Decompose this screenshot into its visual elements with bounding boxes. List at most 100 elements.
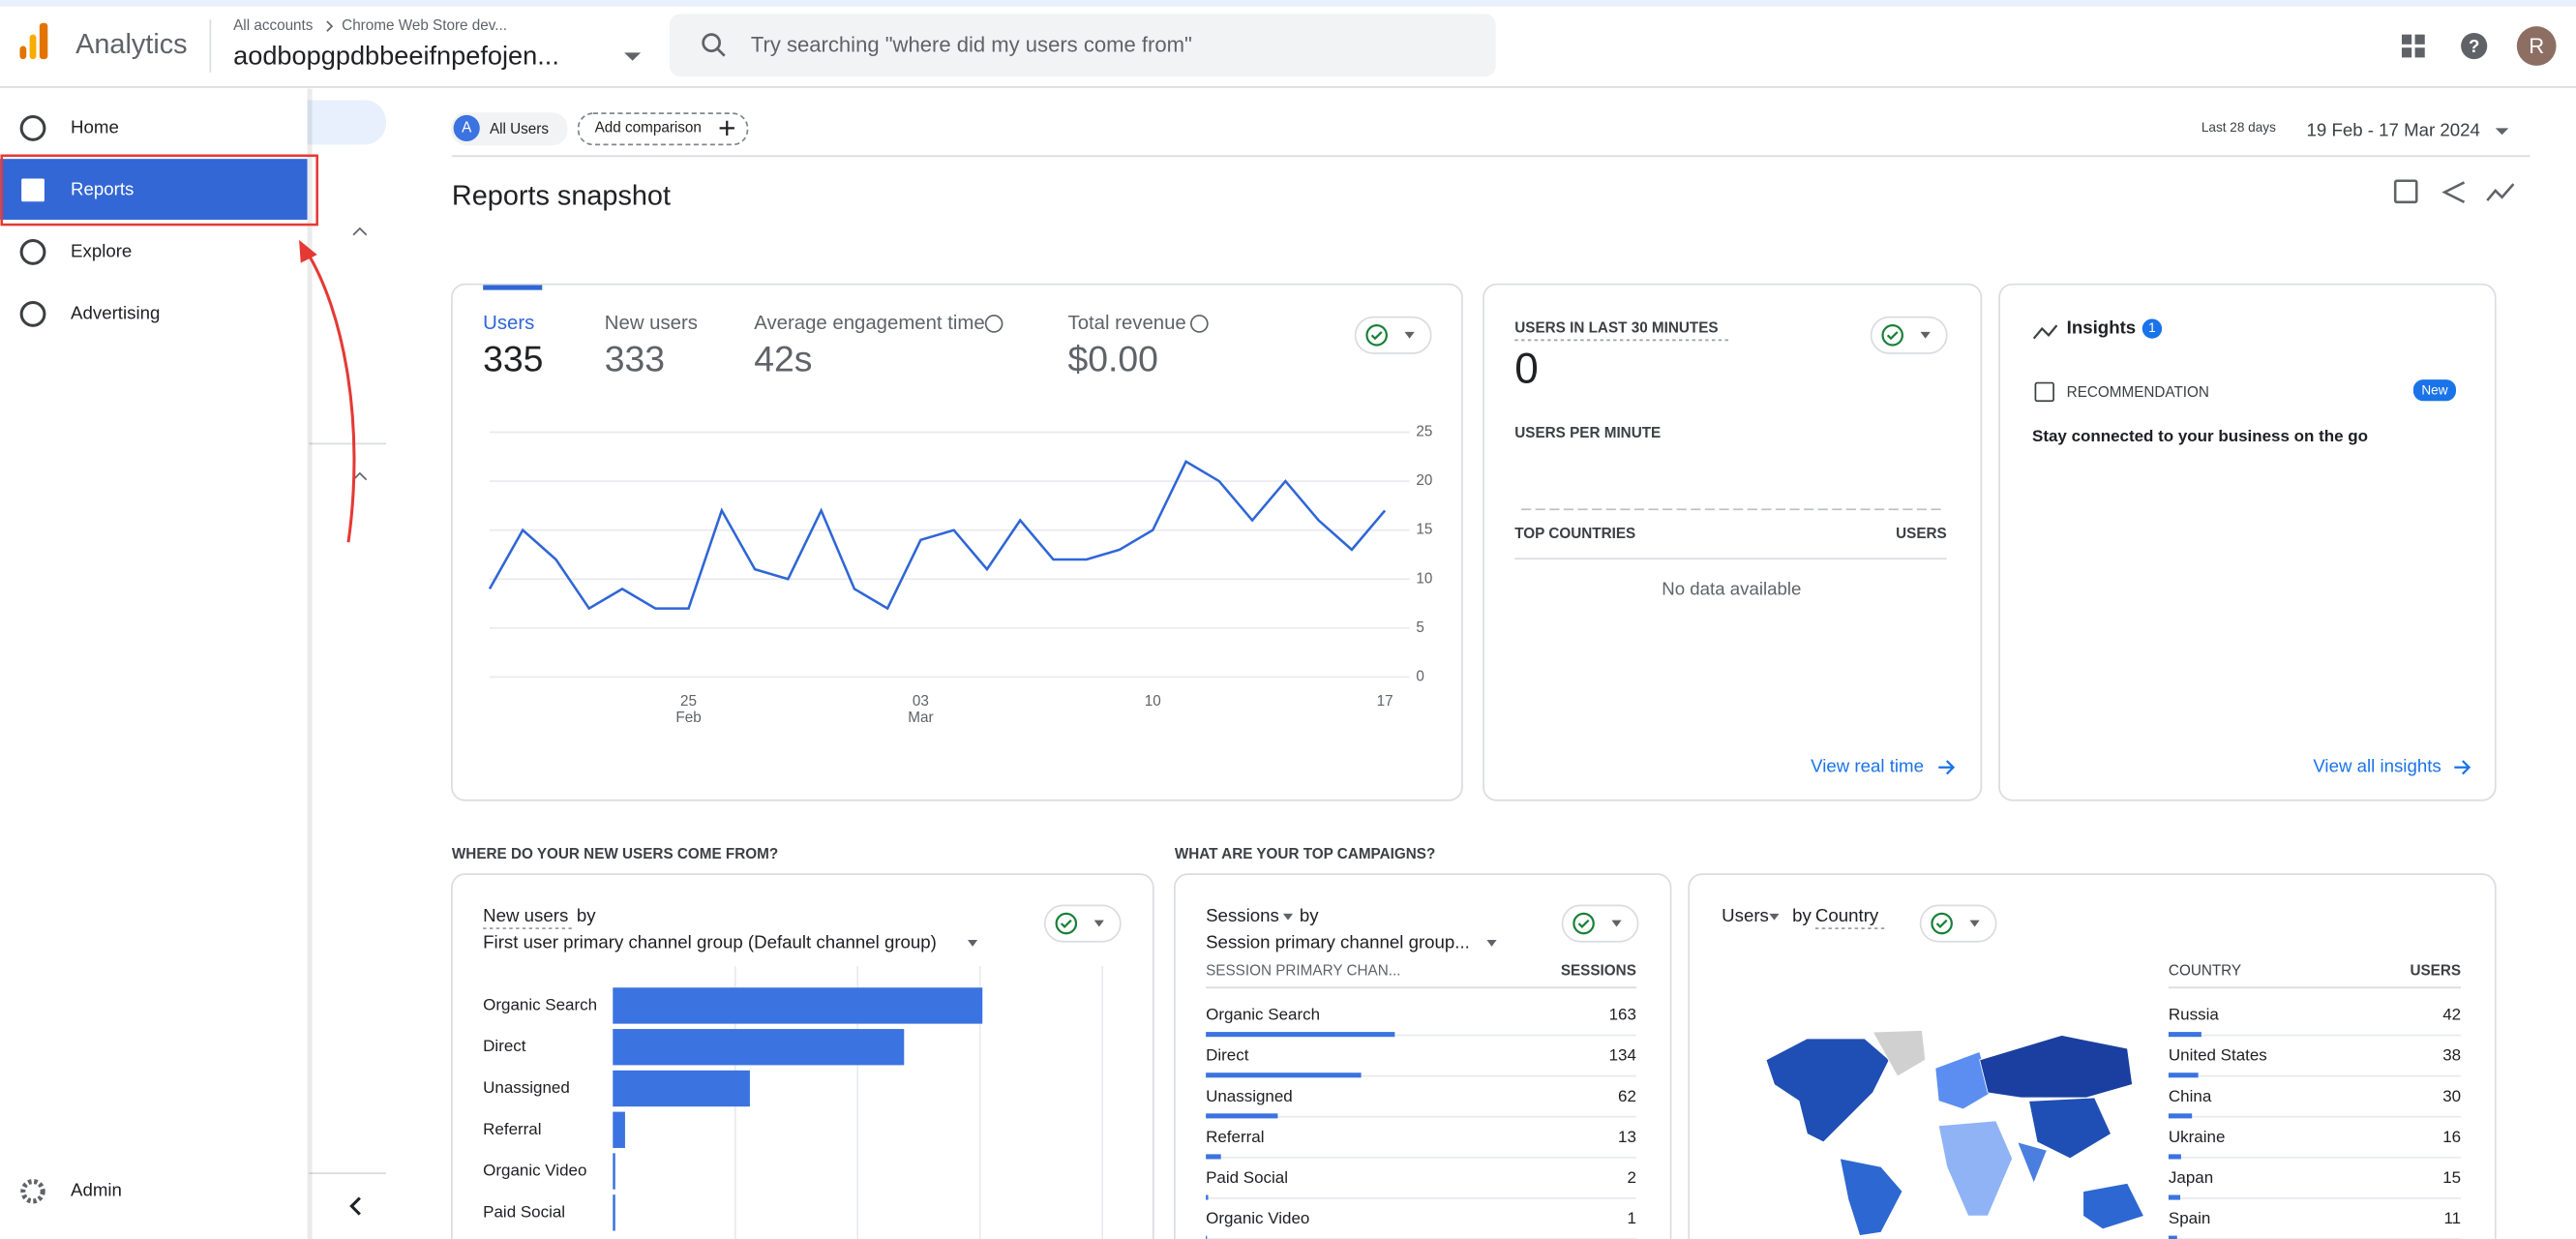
section-heading: WHERE DO YOUR NEW USERS COME FROM? — [452, 846, 778, 862]
row-label: Spain — [2169, 1209, 2210, 1227]
row-value: 11 — [2443, 1209, 2461, 1227]
logo-bar — [19, 46, 26, 60]
row-value: 2 — [1627, 1168, 1635, 1187]
nav-item[interactable]: Admin — [71, 1180, 122, 1200]
nav-selected[interactable] — [0, 159, 307, 220]
apps-icon[interactable] — [2415, 47, 2425, 57]
metric-selector[interactable]: Sessions — [1206, 905, 1279, 925]
metric-selector[interactable]: New users — [483, 905, 568, 925]
metric-value: 42s — [754, 338, 812, 378]
y-tick-label: 0 — [1416, 668, 1424, 684]
collapse-chevron[interactable] — [351, 1198, 359, 1215]
metric-label[interactable]: New users — [605, 313, 698, 334]
dimension-selector[interactable]: Session primary channel group... — [1206, 931, 1470, 952]
section-heading: WHAT ARE YOUR TOP CAMPAIGNS? — [1175, 846, 1435, 862]
bar-category: Organic Search — [483, 995, 597, 1013]
customize-icon[interactable] — [2395, 181, 2416, 202]
date-label: Last 28 days — [2202, 120, 2276, 135]
breadcrumb: All accounts — [233, 17, 314, 34]
nav-drawer — [0, 89, 307, 1239]
avatar-initial[interactable]: R — [2529, 34, 2544, 58]
nav-item[interactable]: Home — [71, 116, 119, 136]
logo-bar — [30, 35, 37, 59]
column-header: SESSIONS — [1561, 962, 1636, 979]
row-label: Japan — [2169, 1168, 2213, 1187]
row-value: 38 — [2442, 1046, 2461, 1065]
row-bar — [2169, 1113, 2192, 1118]
metric-value: 335 — [483, 338, 543, 378]
nav-item[interactable]: Explore — [71, 240, 132, 260]
new-badge-text: New — [2421, 383, 2447, 398]
row-value: 15 — [2442, 1168, 2461, 1187]
metric-label[interactable]: Average engagement time — [754, 313, 984, 334]
row-label: Russia — [2169, 1006, 2219, 1024]
metric-label[interactable]: Total revenue — [1068, 313, 1186, 334]
product-name: Analytics — [75, 29, 187, 60]
row-label: Direct — [1206, 1046, 1249, 1065]
dimension-selector[interactable]: Country — [1815, 905, 1879, 925]
row-value: 42 — [2442, 1006, 2461, 1024]
view-realtime-link[interactable]: View real time — [1811, 756, 1924, 776]
bar — [613, 1112, 625, 1148]
row-value: 163 — [1609, 1006, 1636, 1024]
row-value: 13 — [1618, 1128, 1636, 1146]
recommendation-text: Stay connected to your business on the g… — [2032, 427, 2368, 445]
row-label: Unassigned — [1206, 1087, 1293, 1105]
bar — [613, 987, 982, 1023]
realtime-card — [1483, 285, 1981, 801]
row-bar — [1206, 1113, 1277, 1118]
search-input[interactable]: Try searching "where did my users come f… — [751, 32, 1192, 56]
nav-icon — [21, 179, 45, 202]
row-bar — [1206, 1032, 1394, 1037]
apps-icon[interactable] — [2402, 35, 2411, 45]
bar-category: Paid Social — [483, 1202, 565, 1221]
metric-value: 333 — [605, 338, 665, 378]
chevron — [327, 21, 332, 31]
view-insights-link[interactable]: View all insights — [2313, 756, 2441, 776]
date-range[interactable]: 19 Feb - 17 Mar 2024 — [2307, 120, 2480, 140]
bar-category: Unassigned — [483, 1078, 570, 1097]
breadcrumb: Chrome Web Store dev... — [342, 17, 507, 34]
x-tick-label: 25 — [680, 693, 697, 710]
row-bar — [1206, 1073, 1361, 1077]
bar — [613, 1029, 904, 1065]
x-tick-label: Feb — [675, 710, 701, 726]
row-bar — [1206, 1154, 1221, 1159]
row-label: Ukraine — [2169, 1128, 2225, 1146]
row-label: Paid Social — [1206, 1168, 1288, 1187]
metric-selector[interactable]: Users — [1722, 905, 1769, 925]
insights-card — [1999, 285, 2496, 801]
annotation-arrow — [306, 250, 354, 542]
segment-name: All Users — [490, 121, 549, 137]
share-icon[interactable] — [2444, 182, 2464, 201]
apps-icon[interactable] — [2402, 47, 2411, 57]
row-value: 62 — [1618, 1087, 1636, 1105]
overview-card — [452, 285, 1462, 801]
apps-icon[interactable] — [2415, 35, 2425, 45]
row-bar — [2169, 1073, 2199, 1077]
bar — [613, 1194, 615, 1230]
dropdown-caret — [624, 52, 641, 60]
nav-item[interactable]: Advertising — [71, 302, 160, 322]
bar-category: Direct — [483, 1037, 526, 1055]
x-tick-label: 17 — [1377, 693, 1393, 710]
y-tick-label: 20 — [1416, 472, 1432, 489]
x-tick-label: Mar — [908, 710, 933, 726]
column-header: USERS — [2410, 962, 2461, 979]
metric-label[interactable]: Users — [483, 313, 534, 334]
row-value: 134 — [1609, 1046, 1636, 1065]
row-value: 30 — [2442, 1087, 2461, 1105]
dimension-selector[interactable]: First user primary channel group (Defaul… — [483, 931, 937, 952]
dropdown-caret — [2496, 128, 2509, 135]
logo-bar — [40, 23, 47, 59]
per-minute-label: USERS PER MINUTE — [1514, 425, 1661, 441]
recommendation-icon — [2035, 383, 2053, 402]
row-label: Organic Search — [1206, 1006, 1320, 1024]
property-selector[interactable]: aodbopgpdbbeeifnpefojen... — [233, 41, 559, 71]
insights-icon[interactable] — [2487, 184, 2513, 200]
y-tick-label: 5 — [1416, 620, 1424, 636]
add-comparison-label[interactable]: Add comparison — [595, 119, 702, 136]
nav-item[interactable]: Reports — [71, 178, 134, 198]
realtime-title: USERS IN LAST 30 MINUTES — [1514, 320, 1718, 337]
row-label: United States — [2169, 1046, 2267, 1065]
